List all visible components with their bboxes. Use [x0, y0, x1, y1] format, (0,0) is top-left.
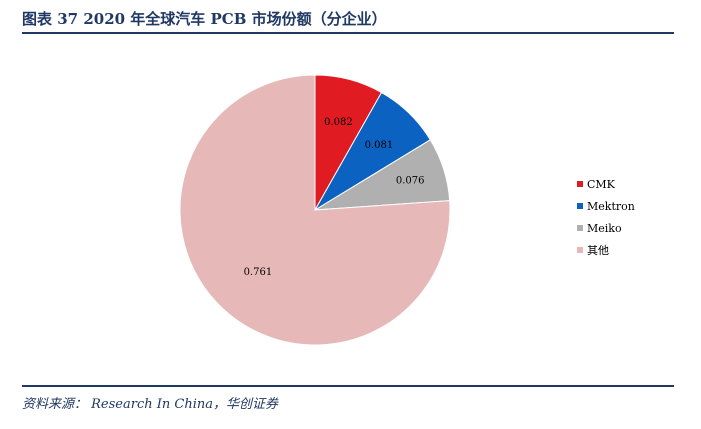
legend-swatch [577, 203, 583, 209]
legend-item-4: 其他 [577, 239, 635, 261]
legend-item-3: Meiko [577, 217, 635, 239]
legend-item-2: Mektron [577, 195, 635, 217]
pie-label-1: 0.082 [324, 117, 353, 128]
legend-label: CMK [587, 177, 615, 191]
title-divider [22, 32, 674, 34]
legend-label: Meiko [587, 221, 622, 235]
legend-swatch [577, 247, 583, 253]
pie-label-4: 0.761 [244, 267, 273, 278]
chart-legend: CMK Mektron Meiko 其他 [577, 173, 635, 261]
source-note: 资料来源： Research In China，华创证券 [22, 397, 278, 412]
chart-title: 图表 37 2020 年全球汽车 PCB 市场份额（分企业） [22, 10, 387, 28]
pie-labels: 0.082 0.081 0.076 0.761 [244, 117, 425, 278]
legend-label: 其他 [587, 244, 609, 257]
pie-label-2: 0.081 [365, 140, 394, 151]
pie-slice-4 [179, 74, 451, 346]
legend-swatch [577, 225, 583, 231]
pie-label-3: 0.076 [396, 176, 425, 187]
legend-item-1: CMK [577, 173, 635, 195]
legend-label: Mektron [587, 199, 635, 213]
footer-divider [22, 385, 674, 387]
legend-swatch [577, 181, 583, 187]
pie-slices [179, 74, 451, 346]
